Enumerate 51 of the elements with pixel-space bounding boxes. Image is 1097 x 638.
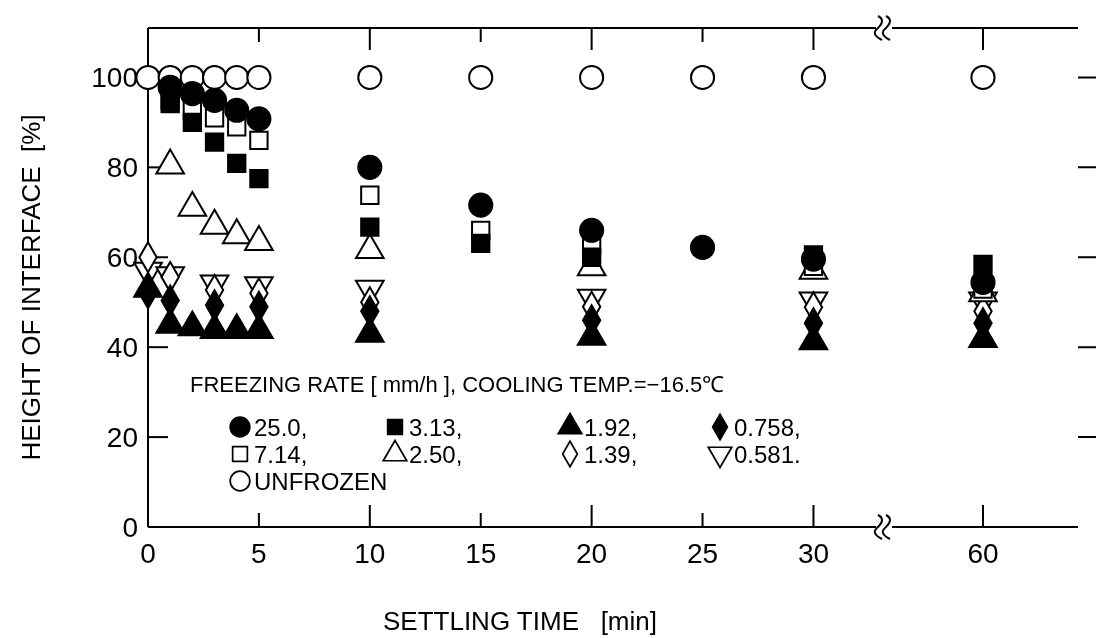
point	[800, 64, 827, 90]
legend-label: 25.0,	[254, 414, 308, 441]
point	[201, 64, 228, 90]
y-tick-label: 100	[91, 62, 138, 94]
point	[357, 154, 383, 180]
y-tick-label: 60	[106, 242, 138, 274]
x-tick-label: 10	[354, 538, 386, 569]
point	[249, 168, 269, 189]
point	[227, 153, 247, 173]
x-tick-label: 5	[251, 538, 267, 569]
legend-label: 0.758,	[734, 414, 801, 441]
point	[468, 192, 494, 218]
point	[581, 247, 602, 267]
x-tick-label: 60	[967, 538, 999, 569]
point	[579, 217, 605, 243]
legend-label: 7.14,	[254, 441, 308, 468]
point	[246, 106, 272, 132]
legend-label: 2.50,	[409, 441, 463, 468]
x-tick-label: 15	[465, 538, 497, 569]
point	[201, 87, 228, 113]
legend-title: FREEZING RATE [ mm/h ], COOLING TEMP.=−16.5℃	[190, 372, 725, 397]
y-tick-label: 80	[106, 152, 138, 184]
point	[179, 81, 205, 107]
legend-label: UNFROZEN	[254, 468, 388, 495]
x-tick-label: 25	[686, 538, 719, 569]
point	[249, 130, 269, 151]
point	[224, 64, 250, 90]
x-tick-label: 20	[576, 538, 608, 569]
point	[224, 97, 250, 123]
point	[360, 217, 380, 237]
point	[246, 64, 272, 90]
x-tick-label: 30	[797, 538, 830, 569]
legend-label: 1.39,	[584, 441, 638, 468]
point	[468, 64, 494, 90]
y-tick-label: 0	[122, 512, 138, 543]
point	[579, 64, 605, 90]
point	[204, 132, 225, 152]
point	[689, 64, 716, 90]
legend-label: 1.92,	[584, 414, 638, 441]
y-tick-label: 40	[106, 332, 138, 364]
y-axis-title: HEIGHT OF INTERFACE [%]	[16, 114, 46, 461]
point	[689, 234, 716, 260]
point	[471, 233, 491, 253]
point	[135, 64, 161, 90]
x-axis-title: SETTLING TIME [min]	[382, 606, 658, 636]
point	[357, 64, 383, 90]
point	[360, 185, 380, 205]
legend-label: 0.581.	[734, 441, 801, 468]
legend-label: 3.13,	[409, 414, 463, 441]
y-tick-label: 20	[106, 422, 138, 454]
point	[182, 112, 203, 133]
